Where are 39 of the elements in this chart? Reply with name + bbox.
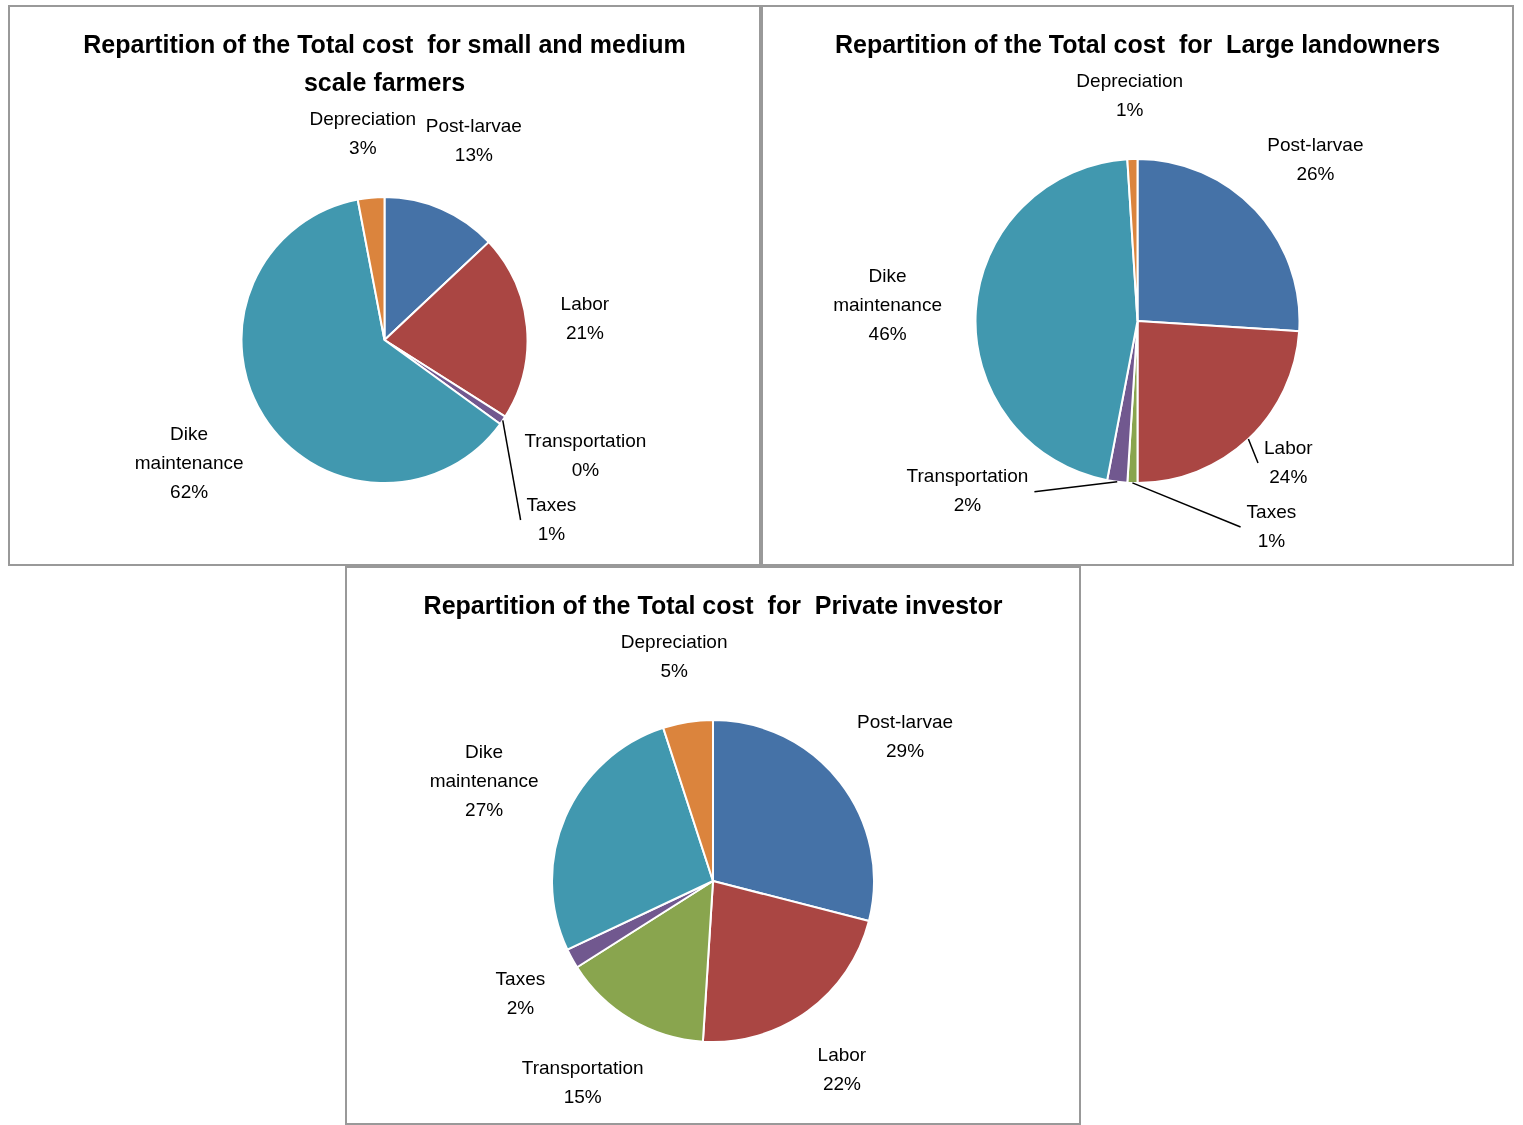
slice-label: Depreciation bbox=[1076, 69, 1183, 91]
data-label: 46% bbox=[868, 322, 907, 344]
slice-label: Dike maintenance bbox=[429, 741, 539, 792]
slice-label: Post-larvae bbox=[856, 711, 954, 733]
slice-label: Transportation bbox=[521, 1056, 644, 1078]
data-label: 24% bbox=[1269, 465, 1308, 487]
data-label: 21% bbox=[565, 322, 605, 344]
slice-label: Labor bbox=[560, 293, 610, 315]
data-label: 62% bbox=[170, 481, 209, 503]
data-label: 26% bbox=[1296, 162, 1335, 184]
data-label: 13% bbox=[454, 144, 493, 166]
data-label: 1% bbox=[1115, 98, 1144, 120]
slice-label: Transportation bbox=[906, 465, 1029, 487]
data-label: 22% bbox=[822, 1073, 862, 1095]
data-label: 3% bbox=[349, 136, 377, 158]
data-label: 29% bbox=[886, 740, 925, 762]
chart-title: Repartition of the Total cost for small and medium scale farmers bbox=[82, 29, 687, 98]
slice-label: Dike maintenance bbox=[134, 423, 244, 474]
slice-label: Taxes bbox=[1246, 500, 1297, 522]
data-label: 1% bbox=[1257, 529, 1286, 551]
data-label: 5% bbox=[660, 659, 688, 681]
data-label: 2% bbox=[953, 494, 982, 516]
slice-label: Depreciation bbox=[309, 107, 417, 129]
chart-title: Repartition of the Total cost for Private investor bbox=[422, 590, 1004, 621]
slice-label: Dike maintenance bbox=[833, 264, 942, 315]
data-label: 1% bbox=[537, 522, 566, 544]
data-label: 15% bbox=[563, 1085, 602, 1107]
slice-label: Post-larvae bbox=[1267, 133, 1364, 155]
slice-label: Labor bbox=[1264, 436, 1314, 458]
data-label: 2% bbox=[506, 996, 535, 1018]
data-label: 27% bbox=[465, 799, 504, 821]
category-label: Transportation bbox=[524, 429, 647, 451]
chart-title: Repartition of the Total cost for Large landowners bbox=[833, 29, 1442, 60]
slice-label: Post-larvae bbox=[425, 115, 522, 137]
text: 0% bbox=[571, 458, 600, 480]
slice-label: Depreciation bbox=[620, 630, 728, 652]
slice-label: Taxes bbox=[495, 967, 546, 989]
slice-label: Labor bbox=[817, 1044, 867, 1066]
slice-label: Taxes bbox=[526, 493, 577, 515]
